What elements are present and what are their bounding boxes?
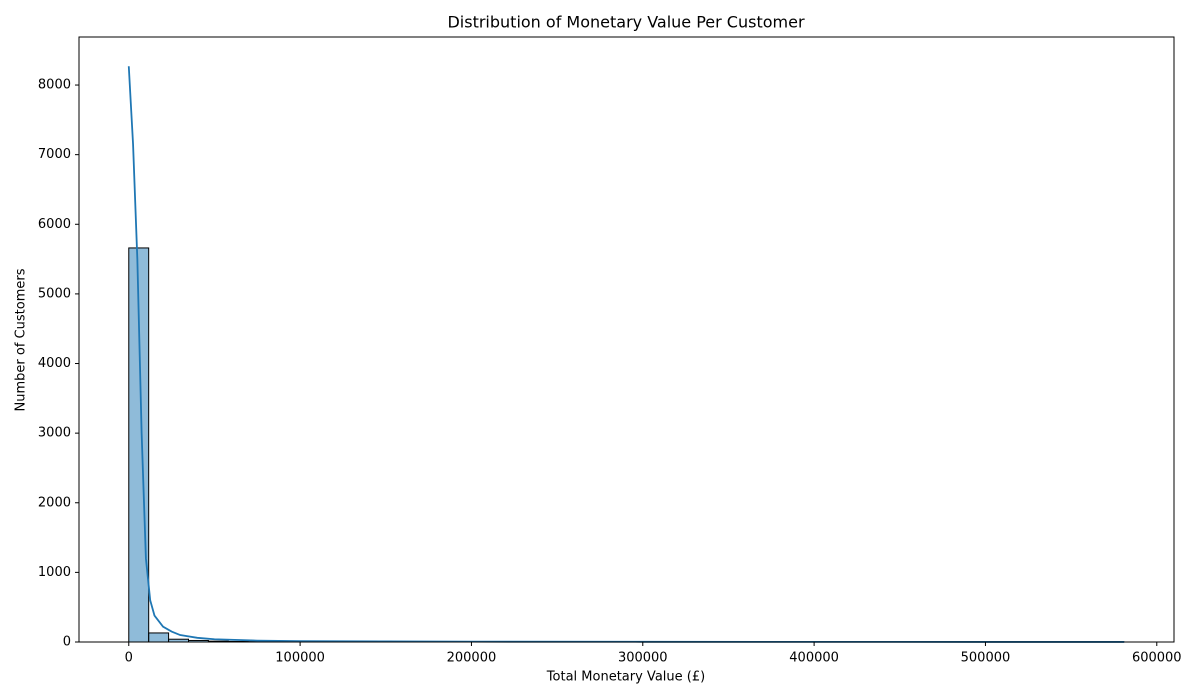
y-tick-label: 3000	[38, 426, 71, 441]
plot-frame	[78, 36, 1175, 643]
y-tick-label: 6000	[38, 217, 71, 232]
x-tick-label: 600000	[1132, 651, 1182, 666]
kde-line	[127, 66, 1125, 643]
x-tick-label: 500000	[961, 651, 1011, 666]
y-tick-label: 1000	[38, 565, 71, 580]
y-tick-label: 2000	[38, 495, 71, 510]
x-axis-label: Total Monetary Value (£)	[546, 670, 705, 685]
y-axis-label: Number of Customers	[14, 268, 29, 411]
x-tick-label: 300000	[618, 651, 668, 666]
y-tick-label: 4000	[38, 356, 71, 371]
y-tick-label: 5000	[38, 286, 71, 301]
bar	[148, 632, 170, 643]
chart-title: Distribution of Monetary Value Per Custo…	[447, 13, 804, 32]
y-tick-label: 7000	[38, 147, 71, 162]
x-tick-label: 400000	[789, 651, 839, 666]
y-tick-label: 0	[63, 635, 71, 650]
x-tick-label: 200000	[447, 651, 497, 666]
x-tick-label: 0	[125, 651, 133, 666]
y-tick-label: 8000	[38, 78, 71, 93]
x-tick-label: 100000	[275, 651, 325, 666]
